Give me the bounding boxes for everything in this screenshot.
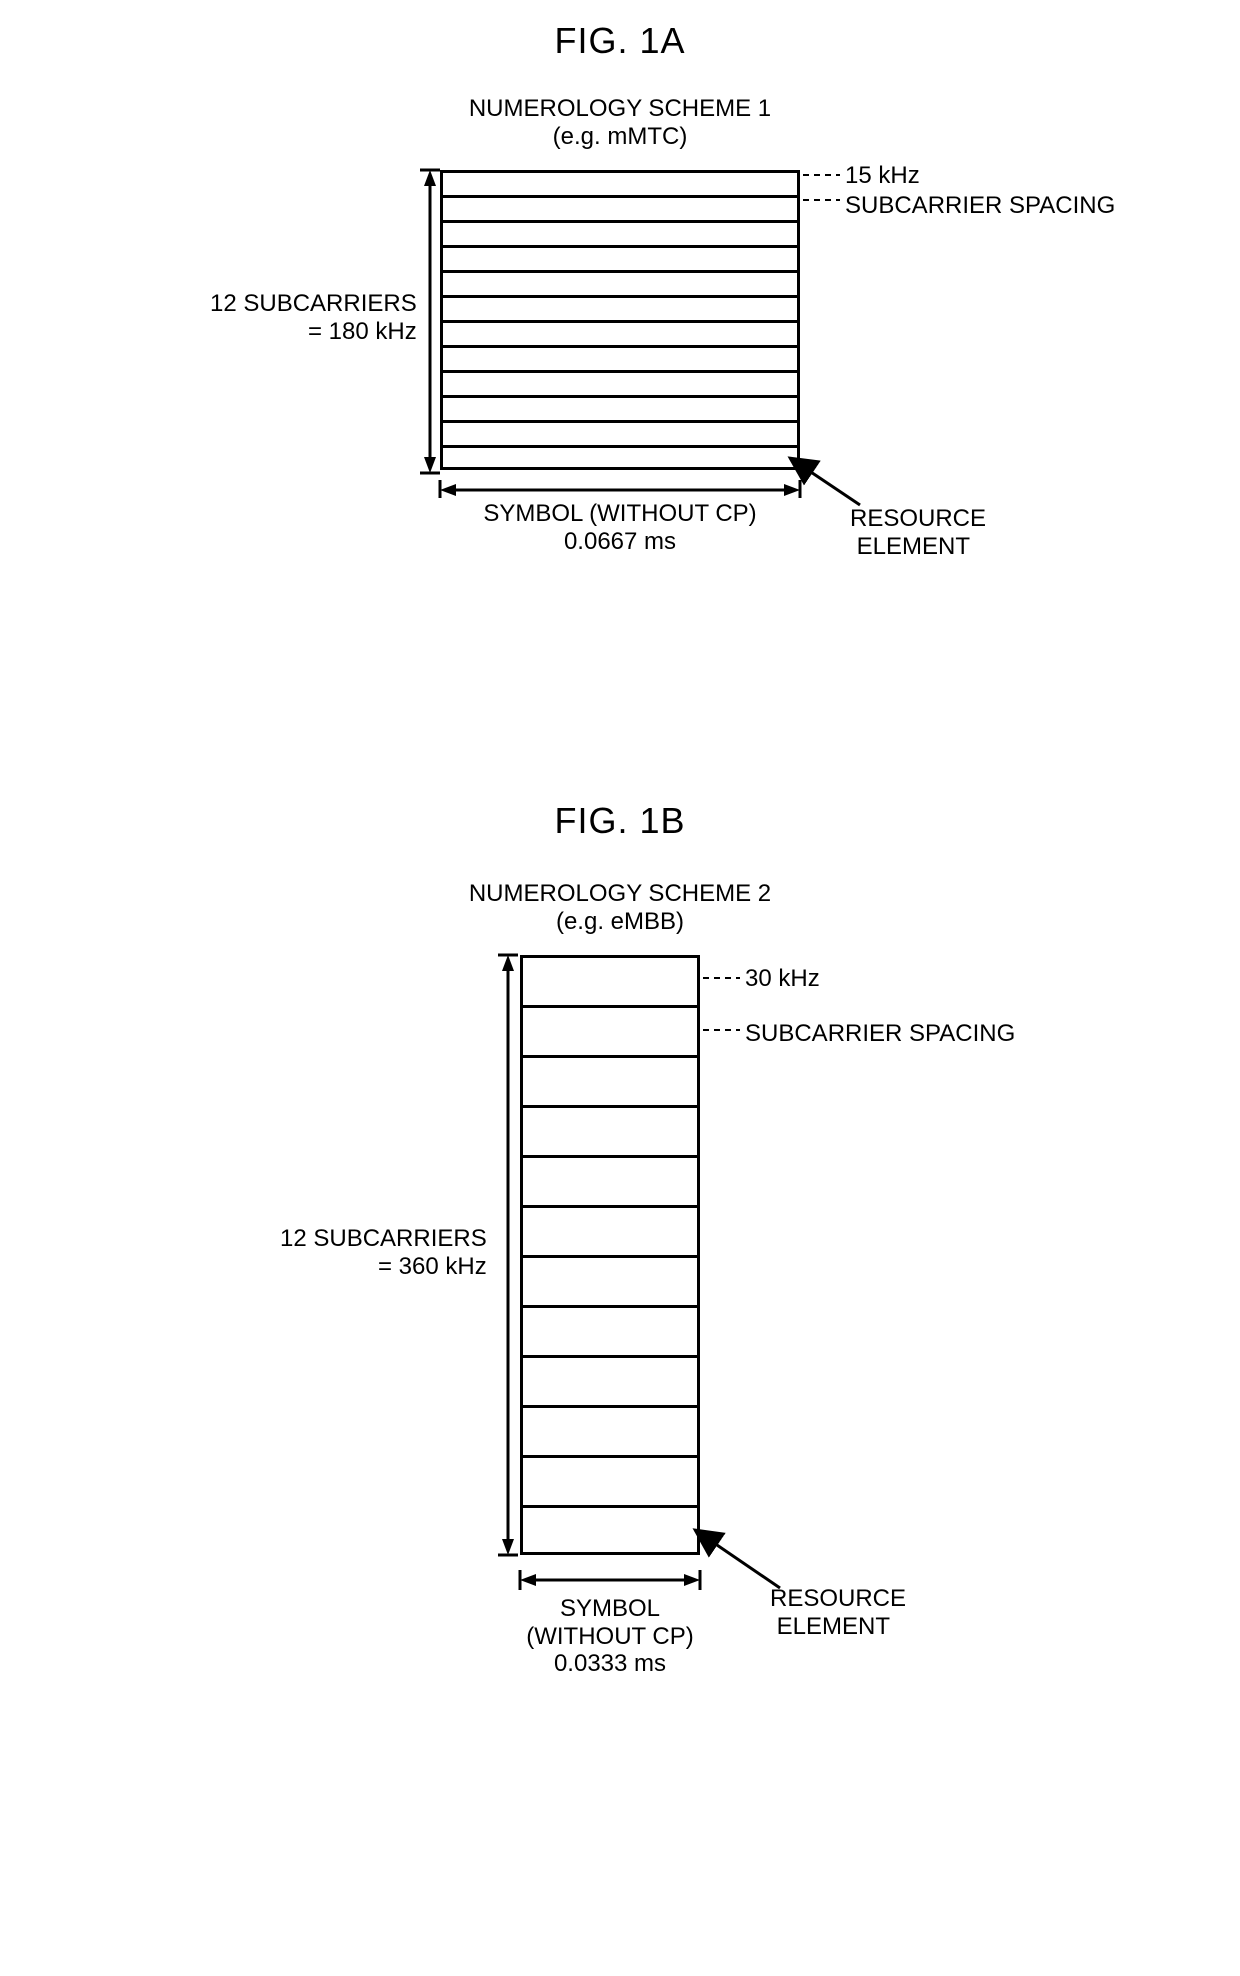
grid-row bbox=[523, 1258, 697, 1308]
grid-row bbox=[443, 348, 797, 373]
fig-a-scheme-line2: (e.g. mMTC) bbox=[553, 123, 688, 150]
fig-a-left-label: 12 SUBCARRIERS = 180 kHz bbox=[210, 290, 417, 345]
fig-a-resource-label: RESOURCE ELEMENT bbox=[850, 505, 986, 560]
fig-b-grid bbox=[520, 955, 700, 1555]
grid-row bbox=[523, 1408, 697, 1458]
fig-b-resource-line2: ELEMENT bbox=[777, 1613, 890, 1640]
fig-a-left-line2: = 180 kHz bbox=[308, 318, 417, 345]
fig-b-title: FIG. 1B bbox=[0, 780, 1240, 842]
fig-b-scheme-line2: (e.g. eMBB) bbox=[556, 908, 684, 935]
grid-row bbox=[523, 1358, 697, 1408]
grid-row bbox=[523, 1458, 697, 1508]
fig-b-resource-label: RESOURCE ELEMENT bbox=[770, 1585, 906, 1640]
fig-a-scheme-line1: NUMEROLOGY SCHEME 1 bbox=[469, 95, 771, 122]
fig-a-scheme-title: NUMEROLOGY SCHEME 1 (e.g. mMTC) bbox=[0, 95, 1240, 150]
fig-a-freq-label: 15 kHz bbox=[845, 162, 920, 190]
fig-b-resource-line1: RESOURCE bbox=[770, 1585, 906, 1612]
grid-row bbox=[443, 398, 797, 423]
fig-a-symbol-line2: 0.0667 ms bbox=[564, 528, 676, 555]
fig-b-symbol-line1: SYMBOL bbox=[560, 1595, 660, 1622]
grid-row bbox=[443, 423, 797, 448]
grid-row bbox=[443, 323, 797, 348]
grid-row bbox=[443, 248, 797, 273]
grid-row bbox=[443, 198, 797, 223]
fig-b-symbol-line3: 0.0333 ms bbox=[554, 1650, 666, 1677]
fig-a-grid bbox=[440, 170, 800, 470]
grid-row bbox=[523, 1158, 697, 1208]
fig-a-title: FIG. 1A bbox=[0, 0, 1240, 62]
grid-row bbox=[523, 1008, 697, 1058]
grid-row bbox=[523, 958, 697, 1008]
grid-row bbox=[523, 1058, 697, 1108]
fig-a-resource-line1: RESOURCE bbox=[850, 505, 986, 532]
fig-b-scheme-title: NUMEROLOGY SCHEME 2 (e.g. eMBB) bbox=[0, 880, 1240, 935]
grid-row bbox=[443, 173, 797, 198]
grid-row bbox=[523, 1508, 697, 1558]
fig-b-left-line2: = 360 kHz bbox=[378, 1253, 487, 1280]
fig-a-symbol-label: SYMBOL (WITHOUT CP) 0.0667 ms bbox=[440, 500, 800, 555]
fig-b-symbol-label: SYMBOL (WITHOUT CP) 0.0333 ms bbox=[500, 1595, 720, 1678]
grid-row bbox=[523, 1308, 697, 1358]
fig-b-symbol-line2: (WITHOUT CP) bbox=[526, 1623, 694, 1650]
grid-row bbox=[443, 373, 797, 398]
fig-b-spacing-label: SUBCARRIER SPACING bbox=[745, 1020, 1015, 1048]
grid-row bbox=[443, 223, 797, 248]
figure-1b: FIG. 1B NUMEROLOGY SCHEME 2 (e.g. eMBB) … bbox=[0, 780, 1240, 1880]
fig-a-spacing-label: SUBCARRIER SPACING bbox=[845, 192, 1115, 220]
fig-a-symbol-line1: SYMBOL (WITHOUT CP) bbox=[483, 500, 756, 527]
grid-row bbox=[443, 448, 797, 473]
fig-b-scheme-line1: NUMEROLOGY SCHEME 2 bbox=[469, 880, 771, 907]
grid-row bbox=[523, 1108, 697, 1158]
fig-a-resource-line2: ELEMENT bbox=[857, 533, 970, 560]
fig-b-freq-label: 30 kHz bbox=[745, 965, 820, 993]
fig-a-left-line1: 12 SUBCARRIERS bbox=[210, 290, 417, 317]
grid-row bbox=[443, 273, 797, 298]
fig-b-left-label: 12 SUBCARRIERS = 360 kHz bbox=[280, 1225, 487, 1280]
grid-row bbox=[443, 298, 797, 323]
fig-b-left-line1: 12 SUBCARRIERS bbox=[280, 1225, 487, 1252]
figure-1a: FIG. 1A NUMEROLOGY SCHEME 1 (e.g. mMTC) … bbox=[0, 0, 1240, 740]
grid-row bbox=[523, 1208, 697, 1258]
